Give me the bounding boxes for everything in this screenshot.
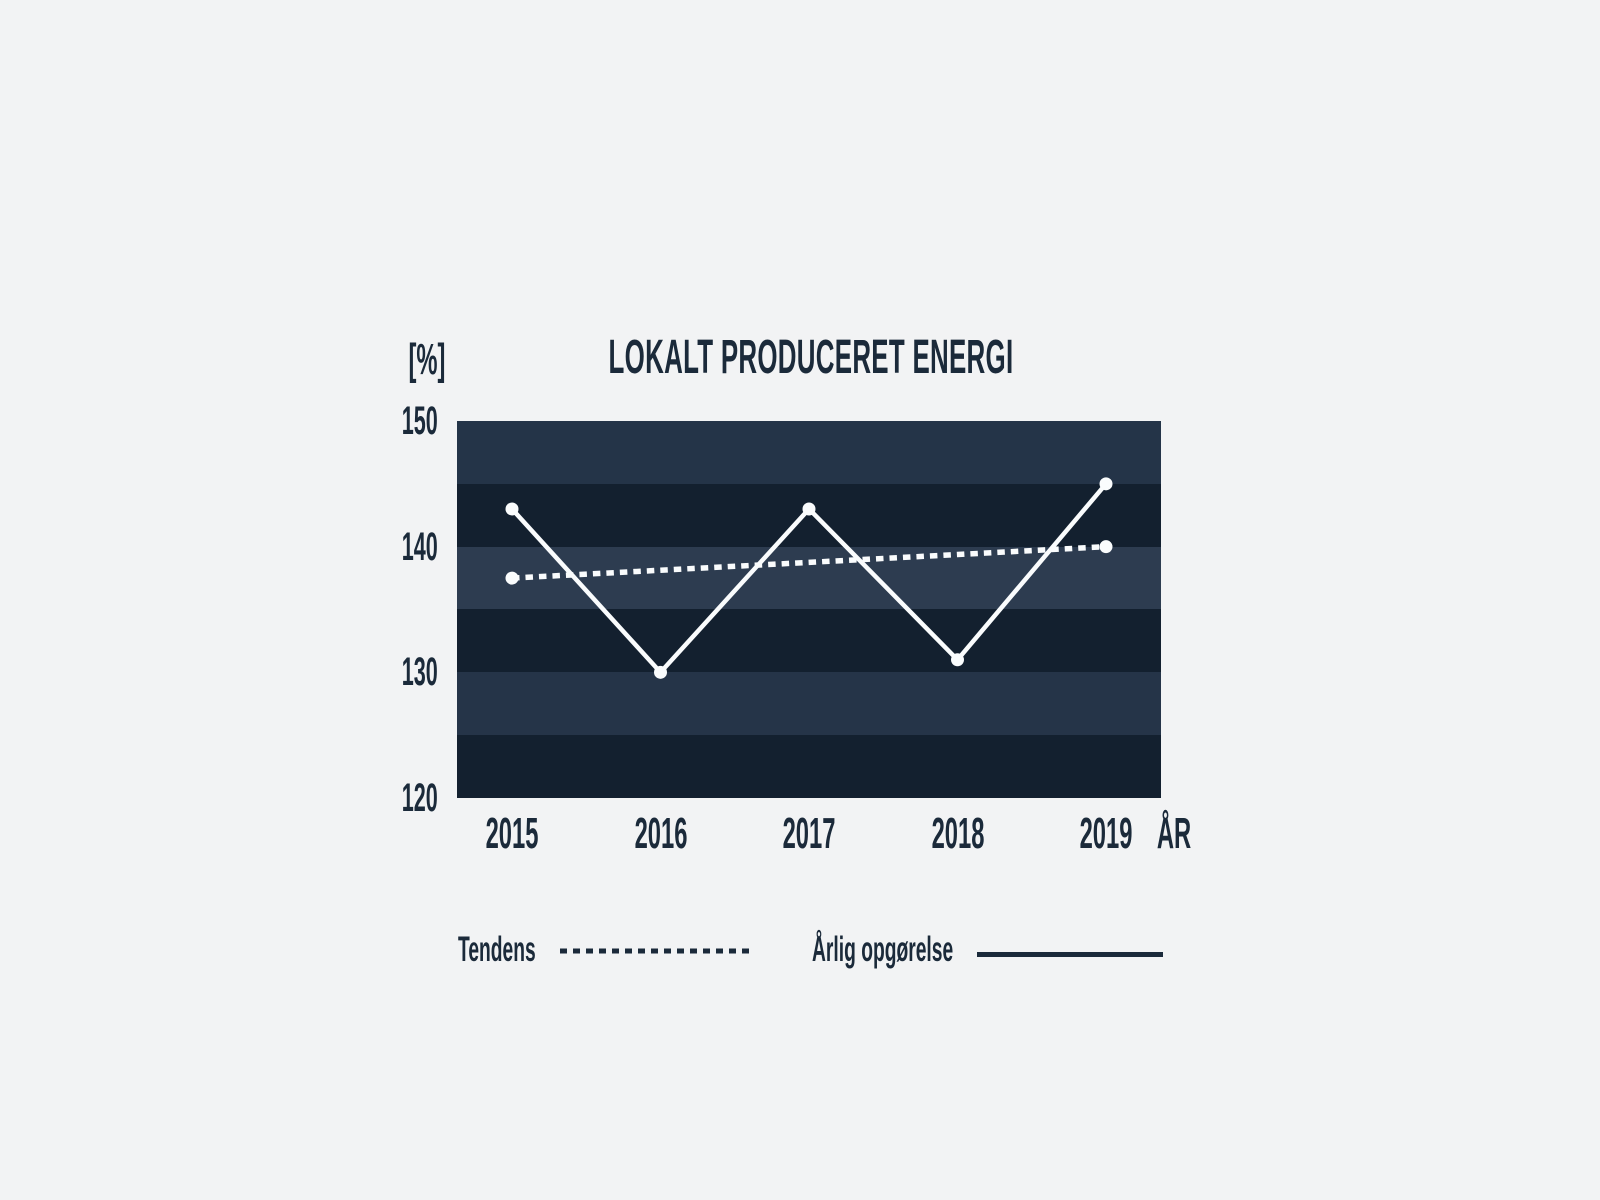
plot-band-3 [457,609,1161,673]
y-tick-label-120: 120 [371,778,438,818]
plot-band-0 [457,421,1161,484]
x-tick-text-2018: 2018 [931,809,984,858]
x-tick-text-2019: 2019 [1079,809,1133,858]
plot-band-5 [457,735,1161,798]
x-tick-text-2017: 2017 [782,809,836,858]
chart-title-text: LOKALT PRODUCERET ENERGI [608,331,1014,384]
y-tick-label-150: 150 [371,401,438,441]
legend-label-aarlig-opgoerelse: Årlig opgørelse [812,932,1069,968]
x-axis-unit-text: ÅR [1156,809,1192,858]
plot-band-4 [457,672,1161,736]
y-tick-label-140: 140 [371,527,438,567]
chart-title: LOKALT PRODUCERET ENERGI [609,334,1561,382]
annual-point-2015 [505,502,519,516]
legend-label-tendens-text: Tendens [458,930,536,969]
x-tick-label-2017: 2017 [783,812,907,856]
annual-point-2018 [951,653,964,667]
aarlig-opgoerelse-solid-line-swatch [977,952,1163,957]
legend-label-aarlig-opgoerelse-text: Årlig opgørelse [812,930,954,969]
y-axis-unit-label: [%] [377,338,445,382]
x-tick-text-2015: 2015 [485,809,539,858]
annual-point-2016 [654,665,667,679]
y-tick-text-140: 140 [401,524,438,569]
y-tick-text-130: 130 [401,650,438,695]
y-tick-text-120: 120 [401,776,438,820]
trend-line [511,543,1107,581]
plot-background-bands [457,421,1161,798]
x-tick-label-2016: 2016 [634,812,759,856]
annual-point-2019 [1099,477,1113,491]
chart-lines-layer [505,477,1113,679]
trend-point-2019 [1099,540,1113,554]
tendens-dashed-line-swatch [560,948,755,954]
y-tick-label-130: 130 [371,652,438,692]
x-tick-label-2019: 2019 [1080,812,1204,856]
trend-point-2015 [505,571,519,585]
y-tick-text-150: 150 [401,399,438,443]
x-tick-label-2015: 2015 [486,812,610,856]
y-axis-unit-text: [%] [408,335,445,384]
x-tick-label-2018: 2018 [931,812,1056,856]
plot-area [457,421,1161,798]
annual-point-2017 [802,502,816,516]
legend-label-tendens: Tendens [458,932,599,968]
x-tick-text-2016: 2016 [634,809,687,858]
x-axis-unit-label: ÅR [1157,812,1238,856]
